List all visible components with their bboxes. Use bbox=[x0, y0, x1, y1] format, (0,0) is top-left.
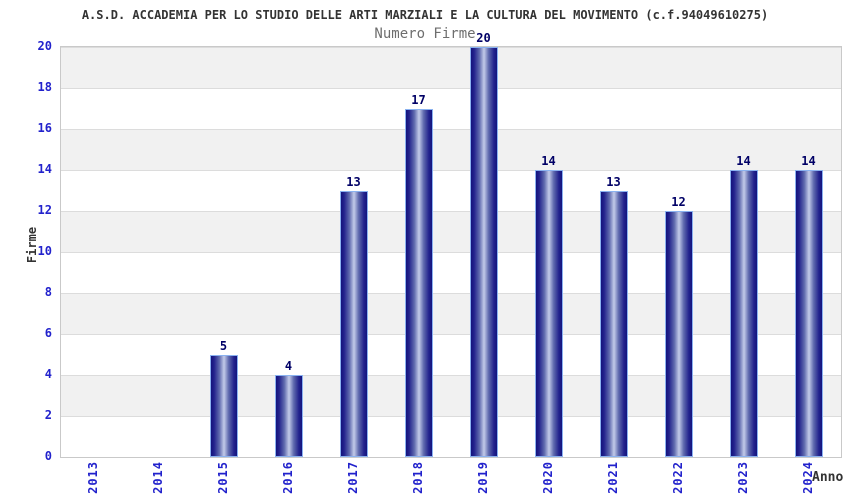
x-tick-label-2015: 2015 bbox=[215, 461, 230, 494]
bar-2022 bbox=[664, 211, 693, 457]
chart-subtitle: Numero Firme bbox=[374, 26, 476, 42]
bar-2015 bbox=[209, 354, 238, 457]
bar-2020 bbox=[534, 170, 563, 457]
bar-slot-2013 bbox=[61, 47, 126, 457]
x-tick-2018: 2018 bbox=[385, 461, 450, 500]
y-tick-20: 20 bbox=[37, 39, 52, 53]
bars-container: 5 4 13 17 20 14 13 12 14 14 bbox=[61, 32, 841, 457]
bar-2021 bbox=[599, 190, 628, 457]
y-axis-ticks: 0 2 4 6 8 10 12 14 16 18 20 bbox=[0, 0, 52, 500]
bar-slot-2018: 17 bbox=[386, 47, 451, 457]
y-tick-10: 10 bbox=[37, 244, 52, 258]
y-tick-18: 18 bbox=[37, 80, 52, 94]
x-tick-2019: 2019 bbox=[450, 461, 515, 500]
bar-slot-2019: 20 bbox=[451, 32, 516, 457]
bar-2017 bbox=[339, 190, 368, 457]
x-tick-2014: 2014 bbox=[125, 461, 190, 500]
y-tick-4: 4 bbox=[44, 367, 52, 381]
y-tick-0: 0 bbox=[44, 449, 52, 463]
x-tick-2020: 2020 bbox=[515, 461, 580, 500]
bar-value-label-2017: 13 bbox=[346, 174, 361, 189]
bar-slot-2017: 13 bbox=[321, 47, 386, 457]
bar-2023 bbox=[729, 170, 758, 457]
bar-slot-2020: 14 bbox=[516, 47, 581, 457]
x-tick-2015: 2015 bbox=[190, 461, 255, 500]
x-tick-label-2023: 2023 bbox=[735, 461, 750, 494]
bar-slot-2022: 12 bbox=[646, 47, 711, 457]
bar-slot-2024: 14 bbox=[776, 47, 841, 457]
x-tick-2017: 2017 bbox=[320, 461, 385, 500]
bar-value-label-2016: 4 bbox=[284, 359, 293, 373]
bar-slot-2023: 14 bbox=[711, 47, 776, 457]
x-tick-label-2018: 2018 bbox=[410, 461, 425, 494]
y-tick-2: 2 bbox=[44, 408, 52, 422]
x-tick-label-2013: 2013 bbox=[85, 461, 100, 494]
x-axis-label: Anno bbox=[812, 470, 844, 485]
x-tick-label-2014: 2014 bbox=[150, 461, 165, 494]
bar-2018 bbox=[404, 108, 433, 457]
y-tick-6: 6 bbox=[44, 326, 52, 340]
bar-value-label-2020: 14 bbox=[541, 154, 556, 168]
y-tick-12: 12 bbox=[37, 203, 52, 217]
bar-slot-2015: 5 bbox=[191, 47, 256, 457]
bar-slot-2016: 4 bbox=[256, 47, 321, 457]
x-tick-label-2019: 2019 bbox=[475, 461, 490, 494]
x-tick-2023: 2023 bbox=[710, 461, 775, 500]
y-tick-14: 14 bbox=[37, 162, 52, 176]
bar-2024 bbox=[794, 170, 823, 457]
x-axis-ticks: 2013 2014 2015 2016 2017 2018 2019 2020 2021 2022… bbox=[60, 461, 840, 500]
plot-area: 5 4 13 17 20 14 13 12 14 14 bbox=[60, 32, 842, 458]
bar-value-label-2015: 5 bbox=[219, 338, 228, 353]
bar-value-label-2022: 12 bbox=[671, 195, 686, 209]
y-tick-8: 8 bbox=[44, 285, 52, 299]
bar-value-label-2019: 20 bbox=[476, 31, 491, 45]
bar-value-label-2023: 14 bbox=[736, 154, 751, 168]
bar-value-label-2018: 17 bbox=[411, 92, 426, 107]
x-tick-2021: 2021 bbox=[580, 461, 645, 500]
x-tick-label-2016: 2016 bbox=[280, 461, 295, 494]
bar-2019 bbox=[469, 47, 498, 457]
bar-slot-2021: 13 bbox=[581, 47, 646, 457]
x-tick-label-2020: 2020 bbox=[540, 461, 555, 494]
bar-2016 bbox=[274, 375, 303, 457]
x-tick-2022: 2022 bbox=[645, 461, 710, 500]
bar-slot-2014 bbox=[126, 47, 191, 457]
bar-value-label-2021: 13 bbox=[606, 174, 621, 189]
x-tick-label-2022: 2022 bbox=[670, 461, 685, 494]
chart-title: A.S.D. ACCADEMIA PER LO STUDIO DELLE ART… bbox=[81, 8, 769, 22]
bar-value-label-2024: 14 bbox=[801, 154, 816, 168]
x-tick-label-2021: 2021 bbox=[605, 461, 620, 494]
x-tick-2016: 2016 bbox=[255, 461, 320, 500]
x-tick-2013: 2013 bbox=[60, 461, 125, 500]
x-tick-label-2017: 2017 bbox=[345, 461, 360, 494]
y-tick-16: 16 bbox=[37, 121, 52, 135]
